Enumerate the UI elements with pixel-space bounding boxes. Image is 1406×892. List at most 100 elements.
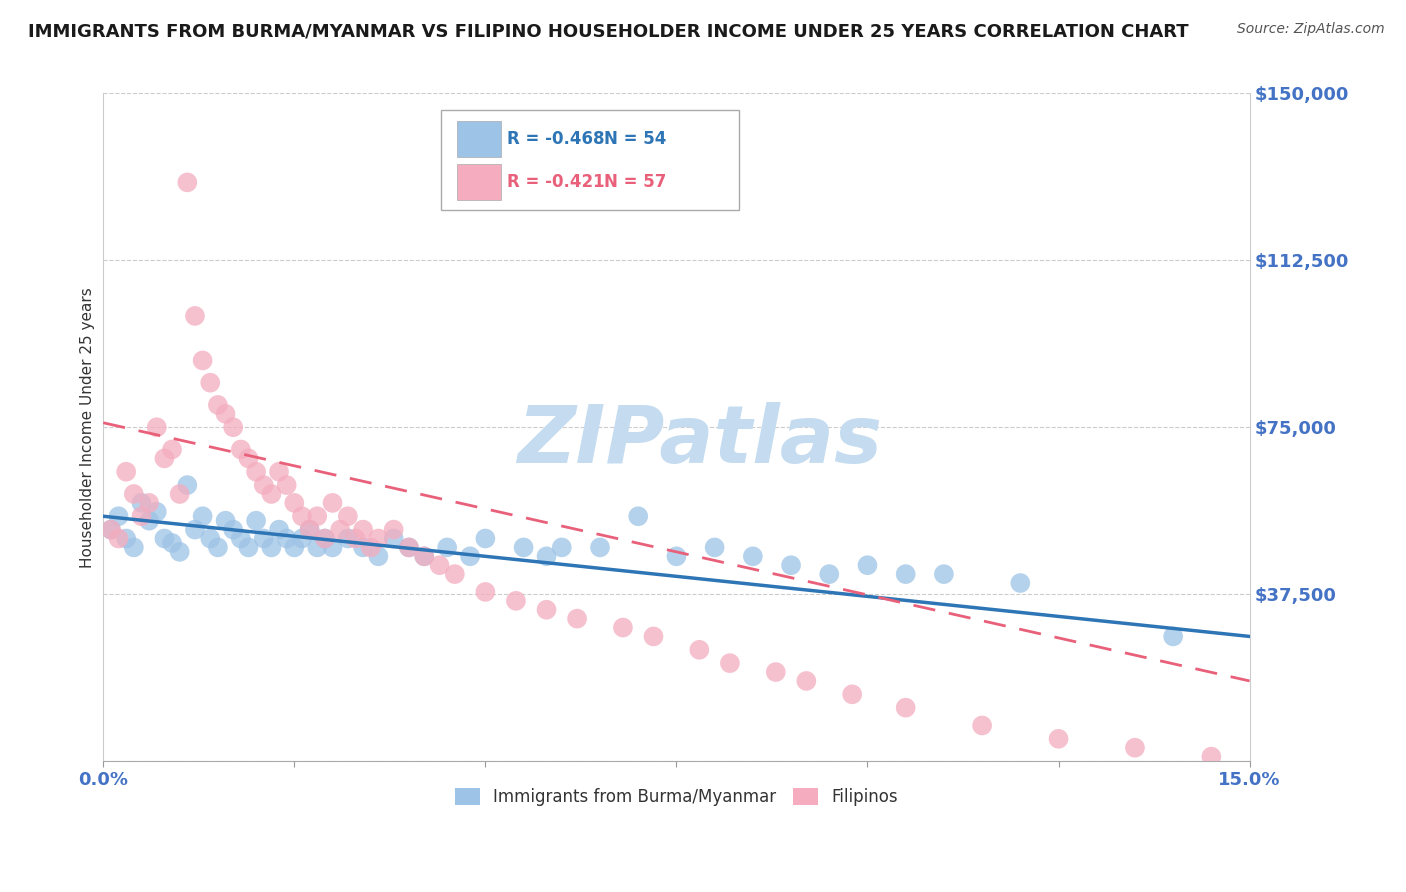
Point <box>413 549 436 564</box>
Point <box>429 558 451 573</box>
Point <box>307 509 329 524</box>
Point <box>131 496 153 510</box>
Point <box>322 496 344 510</box>
Point <box>352 523 374 537</box>
Point <box>589 541 612 555</box>
Point <box>200 532 222 546</box>
Point <box>291 509 314 524</box>
Point <box>796 673 818 688</box>
Point <box>856 558 879 573</box>
Point <box>443 567 465 582</box>
Point <box>131 509 153 524</box>
Point <box>238 451 260 466</box>
Point <box>765 665 787 679</box>
Point <box>222 523 245 537</box>
Point <box>107 509 129 524</box>
Point <box>314 532 336 546</box>
Point <box>260 541 283 555</box>
Point <box>298 523 321 537</box>
Point <box>336 509 359 524</box>
Point <box>382 523 405 537</box>
Point <box>1201 749 1223 764</box>
FancyBboxPatch shape <box>441 110 740 211</box>
Point <box>1010 576 1032 591</box>
Point <box>413 549 436 564</box>
Point <box>276 478 298 492</box>
Point <box>138 514 160 528</box>
Point <box>222 420 245 434</box>
Point <box>344 532 367 546</box>
Point <box>253 532 276 546</box>
Point <box>153 532 176 546</box>
Text: R = -0.468: R = -0.468 <box>506 129 605 148</box>
Point <box>145 420 167 434</box>
Point <box>932 567 955 582</box>
Point <box>1123 740 1146 755</box>
Point <box>436 541 458 555</box>
Point <box>894 700 917 714</box>
Point <box>458 549 481 564</box>
Point <box>184 309 207 323</box>
Point <box>253 478 276 492</box>
FancyBboxPatch shape <box>457 163 501 200</box>
Point <box>841 687 863 701</box>
Point <box>352 541 374 555</box>
Point <box>818 567 841 582</box>
Point <box>314 532 336 546</box>
Point <box>612 621 634 635</box>
Point <box>474 585 496 599</box>
Point <box>184 523 207 537</box>
Point <box>367 549 389 564</box>
Point <box>367 532 389 546</box>
Point <box>145 505 167 519</box>
Point <box>322 541 344 555</box>
Point <box>718 656 741 670</box>
Point <box>780 558 803 573</box>
Point <box>1047 731 1070 746</box>
Point <box>703 541 725 555</box>
Point <box>115 532 138 546</box>
Point <box>505 594 527 608</box>
Point <box>122 541 145 555</box>
Point <box>643 629 665 643</box>
FancyBboxPatch shape <box>457 120 501 157</box>
Text: Source: ZipAtlas.com: Source: ZipAtlas.com <box>1237 22 1385 37</box>
Point <box>536 549 558 564</box>
Point <box>336 532 359 546</box>
Point <box>276 532 298 546</box>
Point <box>627 509 650 524</box>
Point <box>267 465 290 479</box>
Point <box>214 514 236 528</box>
Point <box>260 487 283 501</box>
Point <box>382 532 405 546</box>
Legend: Immigrants from Burma/Myanmar, Filipinos: Immigrants from Burma/Myanmar, Filipinos <box>449 781 904 813</box>
Point <box>741 549 763 564</box>
Point <box>536 603 558 617</box>
Point <box>245 465 267 479</box>
Text: R = -0.421: R = -0.421 <box>506 173 605 191</box>
Point <box>551 541 574 555</box>
Point <box>176 478 198 492</box>
Point <box>474 532 496 546</box>
Point <box>169 487 191 501</box>
Point <box>115 465 138 479</box>
Point <box>398 541 420 555</box>
Point <box>153 451 176 466</box>
Point <box>360 541 382 555</box>
Point <box>160 442 183 457</box>
Point <box>283 496 305 510</box>
Point <box>176 175 198 189</box>
Point <box>565 612 588 626</box>
Point <box>138 496 160 510</box>
Point <box>200 376 222 390</box>
Point <box>665 549 688 564</box>
Text: IMMIGRANTS FROM BURMA/MYANMAR VS FILIPINO HOUSEHOLDER INCOME UNDER 25 YEARS CORR: IMMIGRANTS FROM BURMA/MYANMAR VS FILIPIN… <box>28 22 1188 40</box>
Point <box>191 509 214 524</box>
Point <box>100 523 122 537</box>
Point <box>329 523 352 537</box>
Point <box>107 532 129 546</box>
Point <box>688 642 710 657</box>
Point <box>229 442 252 457</box>
Point <box>298 523 321 537</box>
Point <box>100 523 122 537</box>
